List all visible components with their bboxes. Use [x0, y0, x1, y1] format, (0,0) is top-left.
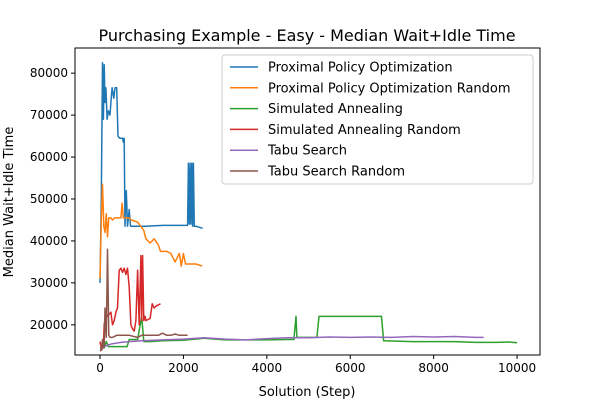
x-tick-label-2: 4000 [252, 361, 283, 375]
x-axis-ticks: 0 2000 4000 6000 8000 10000 [96, 355, 536, 375]
legend-label-2: Simulated Annealing [268, 102, 403, 117]
legend-label-1: Proximal Policy Optimization Random [268, 81, 511, 96]
legend-label-4: Tabu Search [267, 144, 347, 159]
y-axis-label: Median Wait+Idle Time [2, 127, 17, 278]
x-tick-label-0: 0 [96, 361, 104, 375]
y-tick-label-3: 50000 [30, 192, 68, 206]
x-tick-label-3: 6000 [335, 361, 366, 375]
legend: Proximal Policy Optimization Proximal Pol… [221, 54, 534, 185]
x-axis-label: Solution (Step) [259, 385, 356, 400]
legend-label-5: Tabu Search Random [267, 165, 405, 180]
x-tick-label-5: 10000 [498, 361, 536, 375]
y-tick-label-1: 30000 [30, 276, 68, 290]
series-line-4 [99, 335, 484, 350]
y-tick-label-2: 40000 [30, 234, 68, 248]
series-line-5 [99, 248, 188, 352]
legend-label-0: Proximal Policy Optimization [268, 61, 453, 76]
legend-frame [221, 54, 534, 185]
y-tick-label-6: 80000 [30, 66, 68, 80]
series-layer [99, 61, 518, 352]
x-tick-label-1: 2000 [168, 361, 199, 375]
chart-title: Purchasing Example - Easy - Median Wait+… [98, 26, 515, 45]
plot-frame [74, 47, 541, 356]
legend-label-3: Simulated Annealing Random [268, 123, 461, 138]
y-axis-ticks: 20000 30000 40000 50000 60000 70000 80000 [30, 66, 75, 332]
series-line-0 [99, 61, 203, 283]
y-tick-label-4: 60000 [30, 150, 68, 164]
y-tick-label-5: 70000 [30, 108, 68, 122]
series-line-2 [100, 315, 518, 349]
y-tick-label-0: 20000 [30, 318, 68, 332]
x-tick-label-4: 8000 [418, 361, 449, 375]
series-line-1 [99, 183, 203, 279]
